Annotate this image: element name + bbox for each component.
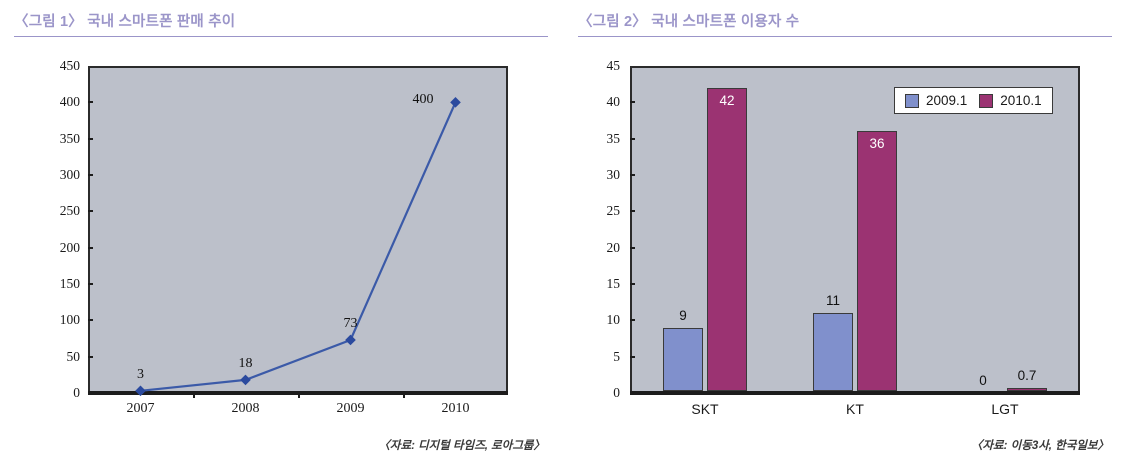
bar-chart-legend: 2009.1 2010.1 <box>894 87 1053 114</box>
y-tick-label: 200 <box>59 239 80 255</box>
y-tick-mark <box>88 174 93 176</box>
bar-value-label: 11 <box>825 293 841 309</box>
x-tick-label: 2009 <box>336 401 365 416</box>
legend-label: 2010.1 <box>1000 93 1042 108</box>
y-tick-label: 300 <box>59 167 80 182</box>
y-tick-label: 40 <box>606 94 621 110</box>
y-tick-mark <box>630 283 635 285</box>
x-tick-label: 2007 <box>126 401 155 416</box>
y-tick-mark <box>88 137 93 140</box>
y-tick-mark <box>630 101 635 104</box>
bar-value-label: 9 <box>679 307 687 323</box>
y-tick-mark <box>88 101 93 104</box>
x-tick-mark <box>298 393 300 398</box>
figure-1-source: 〈자료: 디지털 타임즈, 로아그룹〉 <box>378 440 545 452</box>
data-point-label: 3 <box>137 366 144 382</box>
line-chart-series <box>135 97 461 397</box>
bar-value-label: 0 <box>979 373 987 388</box>
bar <box>707 87 747 391</box>
legend-swatch-icon <box>979 93 994 108</box>
y-tick-label: 50 <box>66 348 81 364</box>
figure-1-panel: 〈그림 1〉 국내 스마트폰 판매 추이 0 50 100 150 200 250 300 3… <box>0 0 563 474</box>
figure-1-title-rule <box>14 36 548 37</box>
line-chart-plot-area <box>88 66 508 393</box>
y-tick-label: 150 <box>59 276 80 291</box>
y-tick-mark <box>88 283 93 285</box>
line-path <box>140 101 457 392</box>
y-tick-label: 0 <box>73 385 80 400</box>
y-tick-mark <box>630 137 635 140</box>
y-tick-mark <box>630 319 635 322</box>
legend-item: 2009.1 <box>905 93 967 108</box>
y-tick-mark <box>88 246 93 249</box>
y-tick-label: 100 <box>59 312 80 328</box>
x-tick-label: 2008 <box>231 401 260 416</box>
y-tick-mark <box>630 355 635 358</box>
y-tick-label: 0 <box>613 385 620 400</box>
figure-1-title: 〈그림 1〉 국내 스마트폰 판매 추이 <box>14 14 236 30</box>
data-point-marker <box>240 374 251 386</box>
data-point-label: 400 <box>412 92 434 108</box>
category-label: LGT <box>991 401 1019 417</box>
y-tick-mark <box>630 210 635 213</box>
x-tick-mark <box>193 393 195 398</box>
y-tick-label: 20 <box>606 239 621 255</box>
legend-item: 2010.1 <box>979 93 1042 108</box>
data-point-label: 18 <box>238 355 253 371</box>
y-tick-label: 30 <box>606 167 621 182</box>
bar <box>663 327 703 391</box>
bar <box>857 131 897 391</box>
data-point-marker <box>450 97 461 108</box>
y-tick-mark <box>630 174 635 176</box>
y-tick-label: 350 <box>59 130 80 146</box>
bar-value-label: 42 <box>719 92 735 108</box>
y-tick-label: 45 <box>606 58 621 73</box>
y-tick-mark <box>88 319 93 322</box>
x-axis-line <box>630 391 1080 395</box>
figure-2-title-rule <box>578 36 1112 37</box>
y-tick-label: 15 <box>606 276 621 291</box>
y-tick-label: 35 <box>606 130 621 146</box>
figure-2-source: 〈자료: 이동3사, 한국일보〉 <box>970 440 1109 452</box>
y-tick-label: 25 <box>606 203 621 219</box>
y-tick-label: 5 <box>613 348 620 364</box>
bar-value-label: 36 <box>869 136 885 152</box>
legend-label: 2009.1 <box>926 93 968 108</box>
category-label: SKT <box>691 401 719 417</box>
data-point-marker <box>135 385 146 397</box>
y-tick-label: 400 <box>59 94 80 110</box>
data-point-marker <box>345 334 356 346</box>
bar-value-label: 0.7 <box>1017 367 1037 383</box>
figure-2-panel: 〈그림 2〉 국내 스마트폰 이용자 수 0 5 10 15 20 25 30 35 40 45 … <box>564 0 1127 474</box>
y-tick-label: 450 <box>59 58 80 73</box>
bar <box>1007 387 1047 391</box>
y-tick-mark <box>630 246 635 249</box>
y-tick-mark <box>88 210 93 213</box>
category-label: KT <box>846 401 864 417</box>
legend-swatch-icon <box>905 93 919 108</box>
bar <box>813 313 853 391</box>
x-tick-label: 2010 <box>441 401 470 416</box>
figure-2-title: 〈그림 2〉 국내 스마트폰 이용자 수 <box>578 14 800 30</box>
y-tick-label: 10 <box>606 312 621 328</box>
data-point-label: 73 <box>343 315 358 331</box>
y-tick-mark <box>88 355 93 358</box>
x-tick-mark <box>403 393 405 398</box>
bar-chart-plot-area <box>630 66 1080 393</box>
y-tick-label: 250 <box>59 203 80 219</box>
